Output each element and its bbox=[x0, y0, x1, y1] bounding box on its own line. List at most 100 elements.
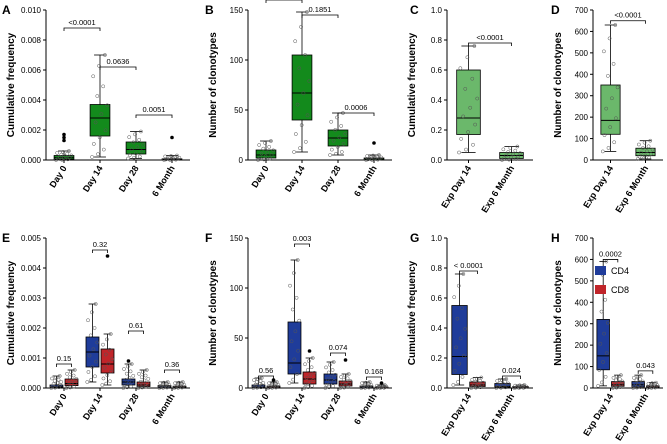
box-iqr bbox=[451, 305, 468, 375]
data-point bbox=[131, 140, 136, 145]
data-point bbox=[137, 137, 142, 142]
data-point bbox=[604, 106, 609, 111]
data-point bbox=[513, 148, 518, 153]
data-point bbox=[292, 271, 296, 275]
data-point bbox=[177, 380, 181, 385]
data-point bbox=[108, 332, 113, 336]
data-point bbox=[459, 136, 463, 141]
data-point bbox=[304, 375, 309, 380]
data-point bbox=[637, 142, 641, 147]
data-point bbox=[141, 370, 145, 374]
data-point bbox=[598, 341, 603, 346]
y-tick-label: 700 bbox=[575, 6, 589, 15]
data-point bbox=[169, 154, 173, 158]
bracket-line bbox=[301, 14, 339, 18]
data-point bbox=[460, 375, 465, 379]
y-tick-label: 700 bbox=[575, 234, 589, 243]
data-point bbox=[103, 352, 108, 357]
box-all-0 bbox=[456, 44, 481, 155]
data-point bbox=[600, 380, 604, 385]
data-point bbox=[602, 49, 606, 54]
data-point bbox=[330, 368, 335, 372]
box-all-2 bbox=[327, 111, 349, 157]
x-category-label: Day 0 bbox=[47, 164, 68, 190]
data-point bbox=[641, 146, 645, 150]
data-point bbox=[341, 377, 346, 382]
panel-letter-c: C bbox=[410, 3, 419, 17]
data-point bbox=[90, 310, 94, 315]
significance-bracket: 0.0002 bbox=[599, 249, 622, 263]
data-point bbox=[108, 379, 112, 384]
data-point bbox=[457, 361, 462, 366]
y-tick-label: 600 bbox=[575, 27, 589, 36]
data-point bbox=[511, 152, 516, 157]
data-point bbox=[180, 380, 185, 384]
outlier-point bbox=[105, 254, 110, 258]
y-tick-label: 0 bbox=[239, 384, 244, 393]
y-tick-label: 0.002 bbox=[21, 126, 42, 135]
data-point bbox=[137, 154, 142, 159]
data-point bbox=[329, 147, 334, 152]
significance-bracket: < 0.0001 bbox=[454, 261, 483, 274]
significance-bracket: 0.1851 bbox=[301, 5, 339, 18]
data-point bbox=[639, 150, 644, 155]
data-point bbox=[507, 157, 511, 162]
significance-bracket: 0.61 bbox=[128, 321, 144, 334]
data-point bbox=[69, 370, 73, 374]
data-point bbox=[310, 356, 315, 360]
y-tick-label: 200 bbox=[575, 113, 589, 122]
data-point bbox=[640, 379, 645, 384]
p-value-label: 0.15 bbox=[57, 354, 72, 363]
data-point bbox=[52, 378, 57, 383]
box-cd4-0 bbox=[451, 272, 468, 387]
data-point bbox=[144, 368, 149, 372]
x-category-label: Day 28 bbox=[117, 392, 141, 422]
y-tick-label: 0.4 bbox=[431, 96, 443, 105]
data-point bbox=[611, 375, 616, 380]
y-tick-label: 0.2 bbox=[431, 126, 443, 135]
y-axis-title: Number of clonotypes bbox=[553, 260, 564, 366]
data-point bbox=[65, 151, 70, 156]
significance-bracket: 0.15 bbox=[56, 354, 72, 367]
data-point bbox=[144, 384, 148, 389]
data-point bbox=[256, 377, 260, 381]
panel-h: H 0 100 200 300 400 500 600 700 Number of clonoty… bbox=[551, 231, 663, 442]
data-point bbox=[262, 157, 266, 162]
data-point bbox=[328, 362, 332, 367]
data-point bbox=[473, 122, 477, 127]
data-point bbox=[106, 361, 111, 366]
y-tick-label: 0.8 bbox=[431, 264, 443, 273]
significance-bracket: 0.0006 bbox=[337, 103, 375, 116]
data-point bbox=[323, 386, 328, 390]
data-point bbox=[137, 383, 142, 388]
y-tick-label: 600 bbox=[575, 255, 589, 264]
data-point bbox=[137, 371, 141, 376]
data-point bbox=[295, 258, 300, 262]
data-point bbox=[343, 131, 348, 136]
box-iqr bbox=[100, 348, 115, 374]
data-point bbox=[287, 381, 292, 385]
y-axis-title: Cumulative frequency bbox=[6, 260, 17, 365]
data-point bbox=[367, 380, 372, 384]
panel-e: E 0.000 0.001 0.002 0.003 0.004 0.005 Cumulativ… bbox=[2, 231, 190, 426]
data-point bbox=[57, 374, 62, 378]
data-point bbox=[251, 386, 256, 390]
data-point bbox=[91, 142, 96, 146]
data-point bbox=[329, 375, 334, 379]
outlier-point bbox=[343, 358, 348, 362]
data-point bbox=[267, 144, 272, 149]
box-cd8-0 bbox=[610, 373, 625, 390]
data-point bbox=[65, 371, 69, 376]
data-point bbox=[462, 354, 466, 358]
data-point bbox=[324, 382, 329, 387]
data-point bbox=[267, 385, 272, 390]
data-point bbox=[72, 368, 77, 372]
data-point bbox=[295, 372, 299, 376]
data-point bbox=[596, 384, 601, 388]
y-tick-label: 300 bbox=[575, 92, 589, 101]
panel-letter-d: D bbox=[551, 3, 560, 17]
data-point bbox=[461, 114, 466, 119]
data-point bbox=[124, 371, 129, 376]
x-category-label: Exp 6 Month bbox=[613, 392, 650, 443]
data-point bbox=[501, 147, 506, 152]
